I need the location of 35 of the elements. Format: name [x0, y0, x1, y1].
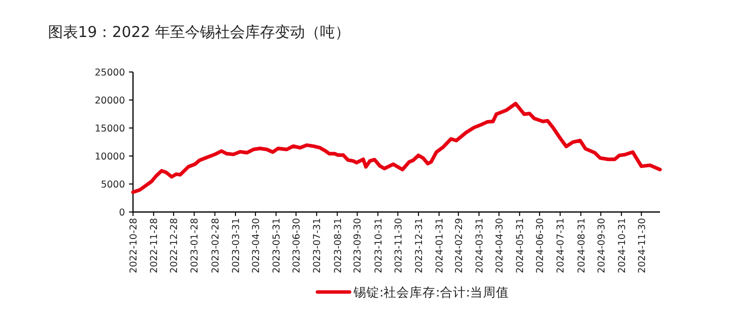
x-tick-label: 2024-02-29 [454, 218, 465, 274]
x-tick-label: 2024-11-30 [636, 218, 648, 274]
y-tick-label: 25000 [94, 68, 125, 78]
x-tick-label: 2024-04-30 [494, 218, 506, 274]
x-tick-label: 2023-08-31 [332, 218, 344, 274]
x-tick-label: 2023-03-31 [230, 218, 242, 274]
y-tick-label: 5000 [100, 180, 125, 190]
x-tick-label: 2024-07-31 [556, 218, 567, 274]
title: 图表19：2022 年至今锡社会库存变动（吨） [48, 23, 350, 41]
x-tick-label: 2023-06-30 [292, 218, 303, 274]
x-tick-label: 2023-02-28 [210, 218, 222, 274]
x-tick-label: 2023-05-31 [272, 218, 283, 274]
x-tick-label: 2023-07-31 [312, 218, 324, 274]
x-tick-label: 2022-10-28 [128, 218, 140, 274]
x-tick-label: 2023-01-28 [190, 218, 201, 274]
x-tick-label: 2023-09-30 [352, 218, 364, 274]
x-tick-label: 2023-04-30 [250, 218, 262, 274]
y-tick-label: 0 [118, 208, 125, 218]
x-tick-label: 2024-03-31 [474, 218, 486, 274]
x-tick-label: 2022-12-28 [169, 218, 180, 274]
x-tick-label: 2023-12-31 [414, 218, 425, 274]
x-tick-label: 2024-06-30 [535, 218, 546, 274]
y-tick-label: 10000 [94, 152, 125, 162]
x-tick-label: 2024-01-31 [434, 218, 446, 274]
x-tick-label: 2024-08-31 [576, 218, 588, 274]
x-tick-label: 2022-11-28 [149, 218, 160, 274]
legend-label: 锡锭:社会库存:合计:当周值 [352, 284, 510, 300]
y-tick-label: 15000 [94, 124, 125, 134]
x-tick-label: 2024-10-31 [616, 218, 628, 274]
x-tick-label: 2023-11-30 [393, 218, 404, 274]
legend: 锡锭:社会库存:合计:当周值 [316, 284, 510, 300]
x-tick-label: 2024-09-30 [596, 218, 608, 274]
x-tick-label: 2024-05-31 [515, 218, 526, 274]
y-tick-label: 20000 [94, 96, 125, 106]
x-tick-label: 2023-10-31 [373, 218, 384, 274]
